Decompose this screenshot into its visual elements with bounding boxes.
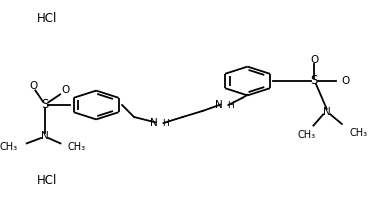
Text: CH₃: CH₃ [0, 142, 18, 152]
Text: H: H [162, 119, 169, 129]
Text: O: O [341, 76, 349, 86]
Text: S: S [41, 98, 49, 112]
Text: CH₃: CH₃ [349, 128, 367, 138]
Text: N: N [323, 107, 330, 117]
Text: CH₃: CH₃ [68, 142, 86, 152]
Text: O: O [61, 85, 70, 95]
Text: N: N [41, 131, 49, 141]
Text: HCl: HCl [37, 11, 57, 24]
Text: HCl: HCl [37, 173, 57, 186]
Text: S: S [310, 74, 318, 88]
Text: CH₃: CH₃ [298, 130, 316, 140]
Text: O: O [30, 81, 38, 91]
Text: N: N [150, 118, 157, 128]
Text: N: N [215, 100, 222, 110]
Text: H: H [227, 102, 234, 110]
Text: O: O [310, 55, 318, 65]
